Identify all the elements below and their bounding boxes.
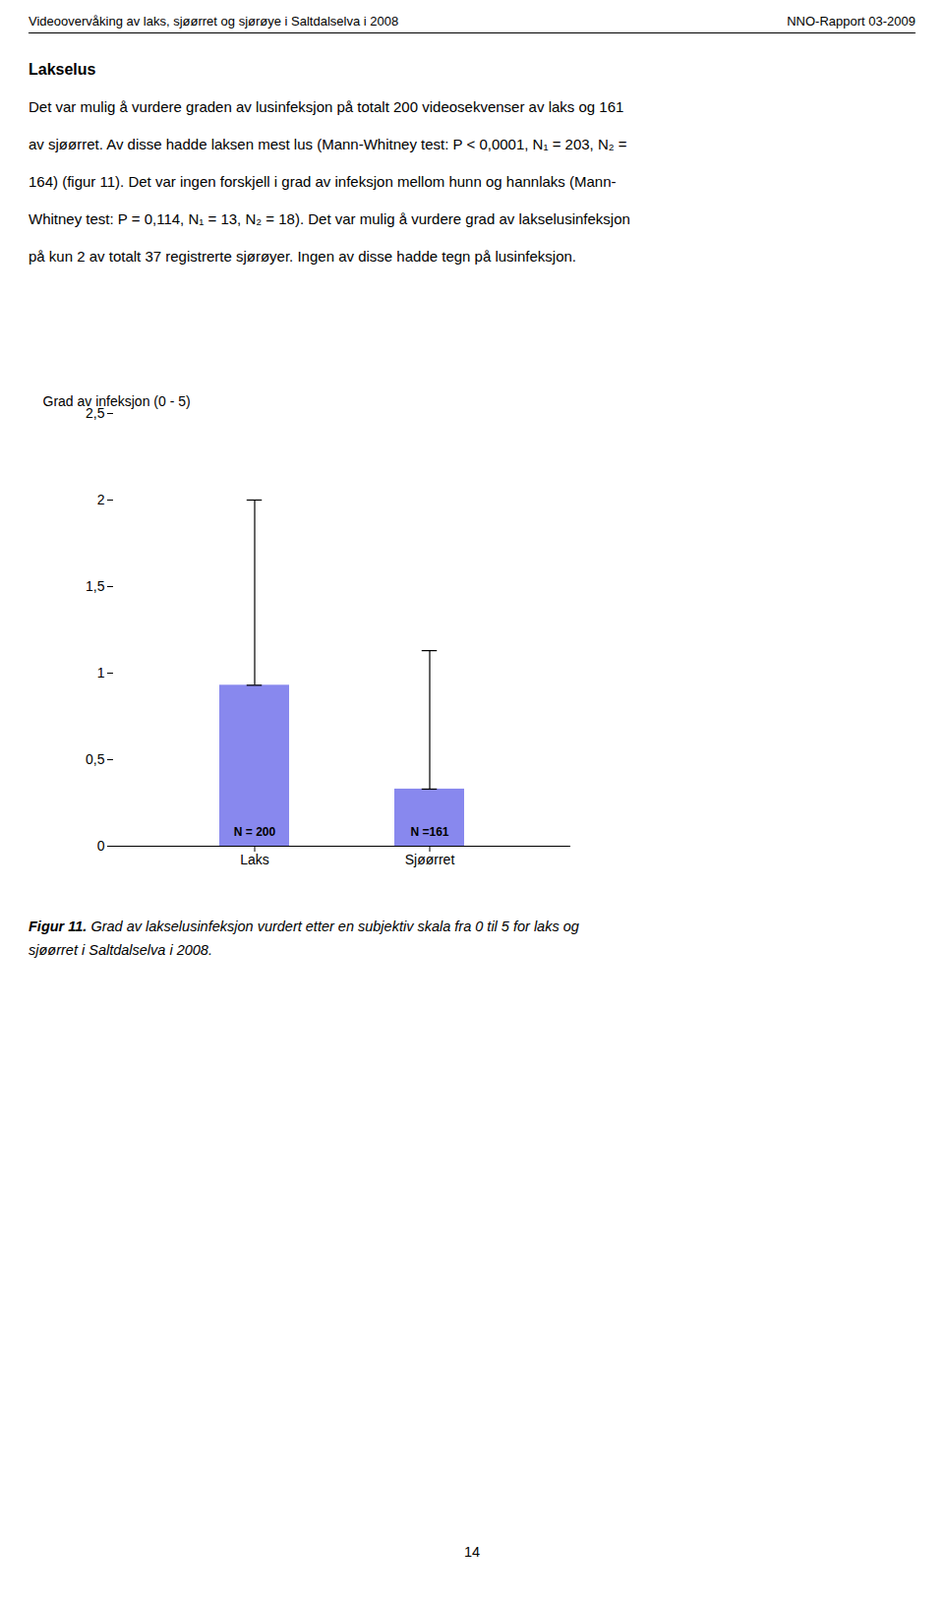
svg-text:Grad av infeksjon (0 - 5): Grad av infeksjon (0 - 5) [43,393,191,410]
html-text:Whitney test: P = 0,114, N₁ =: Whitney test: P = 0,114, N₁ = 13, N₂ = 1… [28,210,631,228]
html-text:NNO-Rapport 03-2009: NNO-Rapport 03-2009 [786,13,916,29]
svg-text:N =161: N =161 [410,825,449,839]
svg-text:Laks: Laks [239,851,270,868]
html-text:Lakselus: Lakselus [28,60,96,78]
html-text:Videoovervåking av laks, sjøør: Videoovervåking av laks, sjøørret og sjø… [28,13,399,29]
html-text:av sjøørret. Av disse hadde la: av sjøørret. Av disse hadde laksen mest … [28,135,627,153]
svg-text:1,5: 1,5 [85,578,106,594]
svg-text:2: 2 [97,491,106,508]
html-text:på kun 2 av totalt 37 registre: på kun 2 av totalt 37 registrerte sjørøy… [28,247,577,265]
svg-text:Sjøørret: Sjøørret [405,851,456,868]
html-text:14: 14 [464,1543,480,1560]
svg-text:N = 200: N = 200 [234,825,277,839]
svg-text:0,5: 0,5 [85,751,106,767]
html-text:164) (​figur 11​). Det var ing: 164) (​figur 11​). Det var ingen forskje… [28,173,617,190]
svg-text:1: 1 [97,664,106,681]
html-text:Figur 11. Grad av lakselusinfe: Figur 11. Grad av lakselusinfeksjon vurd… [28,918,579,935]
html-text:sjøørret i Saltdalselva i 2008: sjøørret i Saltdalselva i 2008. [28,942,213,958]
html-text:Det var mulig å vurdere graden: Det var mulig å vurdere graden av lusinf… [28,98,624,116]
svg-text:0: 0 [97,837,106,854]
svg-text:2,5: 2,5 [85,405,105,421]
